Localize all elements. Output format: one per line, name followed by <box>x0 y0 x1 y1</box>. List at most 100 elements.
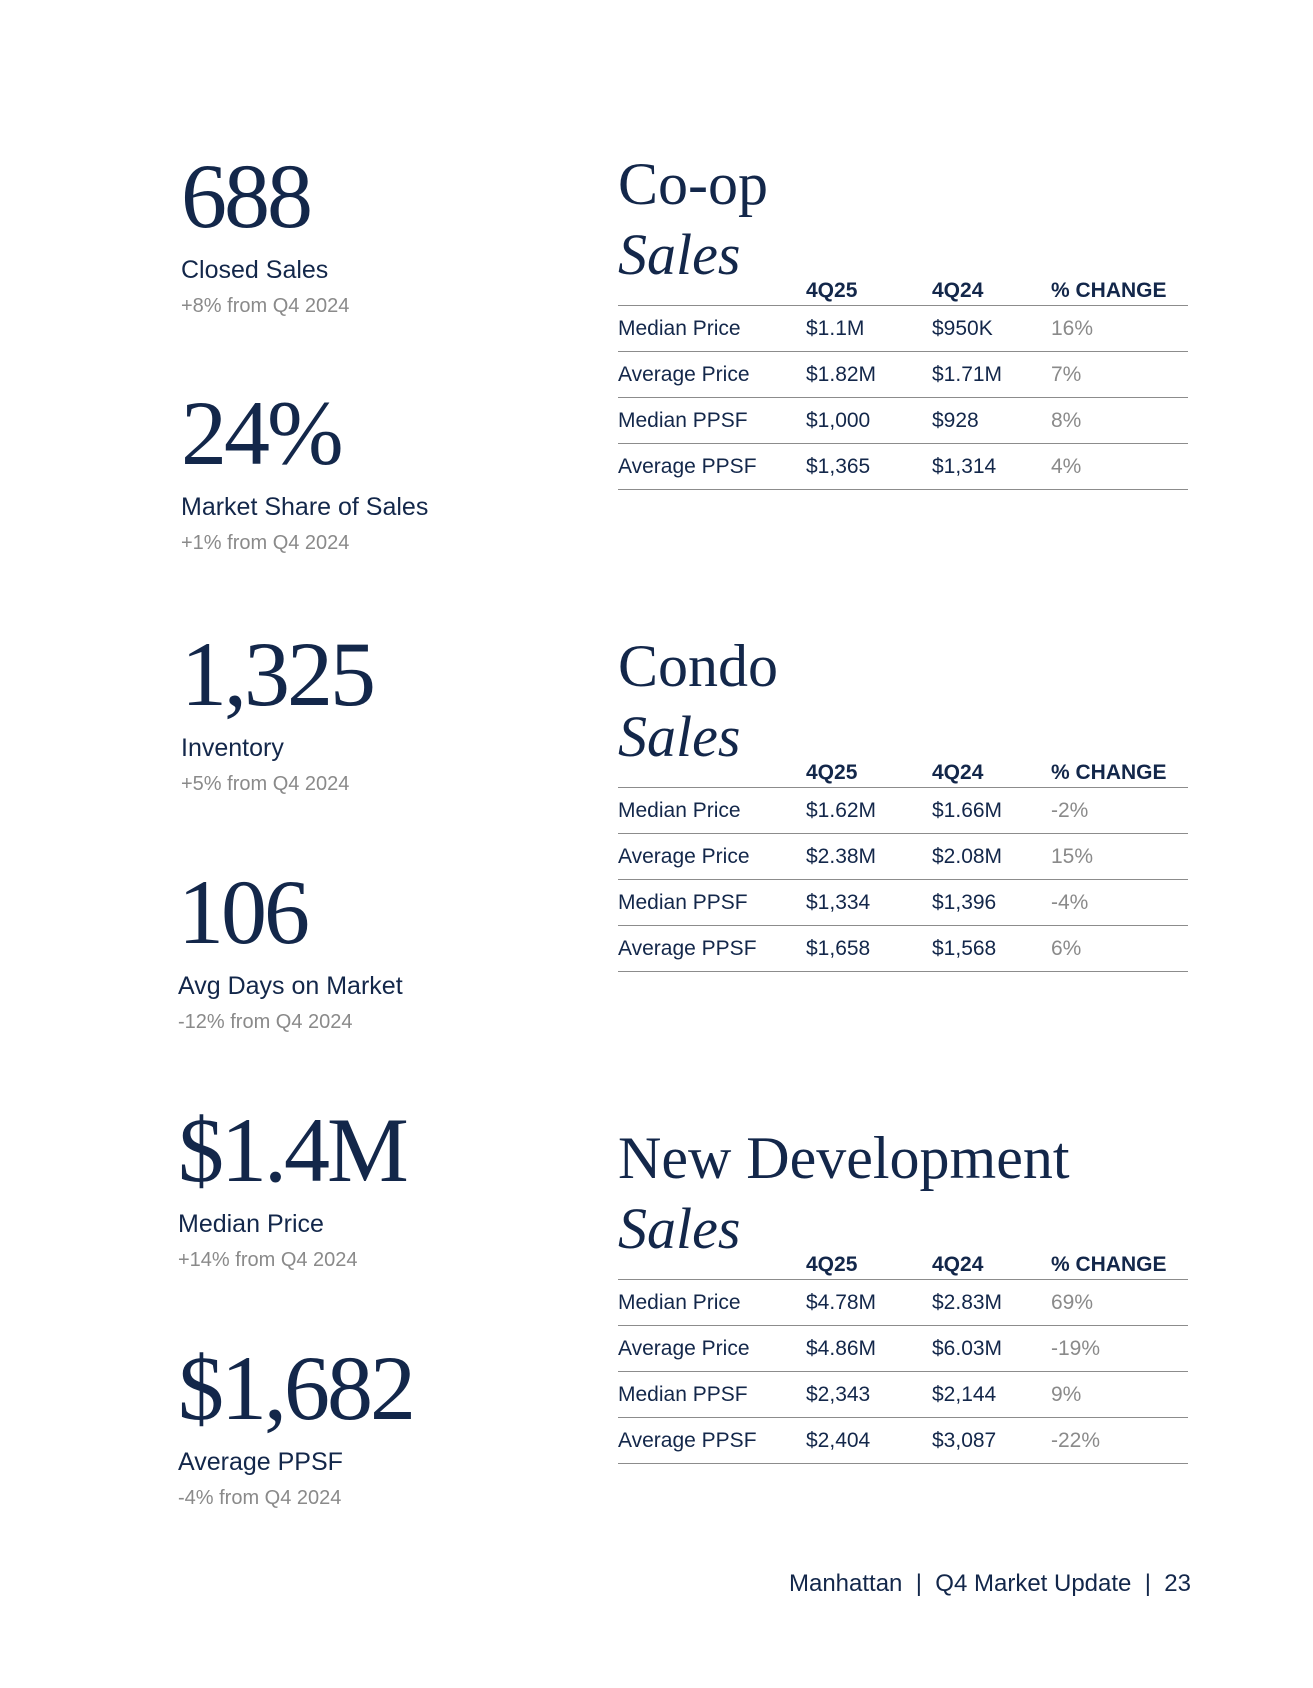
stat-change: +1% from Q4 2024 <box>181 532 350 554</box>
section-new-development-sales: New Development Sales 4Q25 4Q24 % CHANGE… <box>618 1125 1188 1464</box>
cell-4q25: $4.86M <box>806 1336 877 1360</box>
table-row: Average PPSF $1,658 $1,568 6% <box>618 926 1188 972</box>
table-row: Average PPSF $1,365 $1,314 4% <box>618 444 1188 490</box>
header-cell: 4Q24 <box>932 278 984 302</box>
stat-value: $1.4M <box>178 1099 409 1201</box>
cell-4q25: $2,343 <box>806 1382 871 1406</box>
cell-4q24: $2.08M <box>932 844 1003 868</box>
stat-label: Inventory <box>181 734 284 762</box>
condo-table: 4Q25 4Q24 % CHANGE Median Price $1.62M $… <box>618 758 1188 972</box>
stat-closed-sales: 688 Closed Sales +8% from Q4 2024 <box>181 150 349 318</box>
stat-change: +5% from Q4 2024 <box>181 773 350 795</box>
cell-change: 7% <box>1051 362 1082 386</box>
cell-4q24: $2,144 <box>932 1382 997 1406</box>
cell-4q24: $1,314 <box>932 454 997 478</box>
stat-avg-days-on-market: 106 Avg Days on Market -12% from Q4 2024 <box>178 866 403 1034</box>
cell-4q25: $1,334 <box>806 890 871 914</box>
cell-change: 9% <box>1051 1382 1082 1406</box>
stat-average-ppsf: $1,682 Average PPSF -4% from Q4 2024 <box>178 1337 416 1510</box>
row-label: Average PPSF <box>618 1428 757 1452</box>
row-label: Median PPSF <box>618 408 748 432</box>
cell-change: -2% <box>1051 798 1089 822</box>
header-cell: 4Q24 <box>932 760 984 784</box>
cell-4q24: $928 <box>932 408 979 432</box>
table-row: Median Price $1.62M $1.66M -2% <box>618 788 1188 834</box>
cell-4q24: $6.03M <box>932 1336 1003 1360</box>
stat-value: 688 <box>181 145 313 247</box>
stat-median-price: $1.4M Median Price +14% from Q4 2024 <box>178 1099 409 1272</box>
row-label: Median Price <box>618 316 741 340</box>
cell-4q24: $2.83M <box>932 1290 1003 1314</box>
section-subtitle: Sales <box>618 704 741 769</box>
section-subtitle: Sales <box>618 1196 741 1261</box>
table-row: Median Price $4.78M $2.83M 69% <box>618 1280 1188 1326</box>
cell-change: -22% <box>1051 1428 1101 1452</box>
cell-4q24: $950K <box>932 316 993 340</box>
page-footer: Manhattan | Q4 Market Update | 23 <box>788 1570 1191 1597</box>
cell-4q24: $1,396 <box>932 890 997 914</box>
table-row: Median PPSF $1,334 $1,396 -4% <box>618 880 1188 926</box>
header-cell: % CHANGE <box>1051 760 1167 784</box>
cell-4q25: $2.38M <box>806 844 877 868</box>
row-label: Average Price <box>618 1336 750 1360</box>
cell-4q25: $1.82M <box>806 362 877 386</box>
stat-change: -12% from Q4 2024 <box>178 1011 353 1033</box>
table-row: Median PPSF $1,000 $928 8% <box>618 398 1188 444</box>
header-cell: % CHANGE <box>1051 278 1167 302</box>
cell-change: 8% <box>1051 408 1082 432</box>
stat-label: Avg Days on Market <box>178 972 403 1000</box>
cell-4q25: $1,365 <box>806 454 871 478</box>
cell-4q25: $1,658 <box>806 936 871 960</box>
row-label: Average Price <box>618 844 750 868</box>
stat-label: Median Price <box>178 1210 324 1238</box>
table-header: 4Q25 4Q24 % CHANGE <box>618 1250 1188 1280</box>
table-row: Average Price $4.86M $6.03M -19% <box>618 1326 1188 1372</box>
cell-4q24: $3,087 <box>932 1428 997 1452</box>
header-cell: % CHANGE <box>1051 1252 1167 1276</box>
table-row: Average Price $2.38M $2.08M 15% <box>618 834 1188 880</box>
table-row: Average Price $1.82M $1.71M 7% <box>618 352 1188 398</box>
cell-4q24: $1.71M <box>932 362 1003 386</box>
stat-change: +8% from Q4 2024 <box>181 295 350 317</box>
table-header: 4Q25 4Q24 % CHANGE <box>618 276 1188 306</box>
section-subtitle: Sales <box>618 222 741 287</box>
row-label: Average PPSF <box>618 936 757 960</box>
cell-4q25: $2,404 <box>806 1428 871 1452</box>
cell-change: 69% <box>1051 1290 1094 1314</box>
stat-change: +14% from Q4 2024 <box>178 1249 358 1271</box>
cell-4q24: $1,568 <box>932 936 997 960</box>
section-title: Condo <box>618 633 779 699</box>
section-condo-sales: Condo Sales 4Q25 4Q24 % CHANGE Median Pr… <box>618 633 1188 972</box>
coop-table: 4Q25 4Q24 % CHANGE Median Price $1.1M $9… <box>618 276 1188 490</box>
stat-inventory: 1,325 Inventory +5% from Q4 2024 <box>181 628 376 796</box>
table-row: Median PPSF $2,343 $2,144 9% <box>618 1372 1188 1418</box>
cell-4q25: $1.62M <box>806 798 877 822</box>
stat-label: Average PPSF <box>178 1448 343 1476</box>
table-header: 4Q25 4Q24 % CHANGE <box>618 758 1188 788</box>
header-cell: 4Q25 <box>806 1252 858 1276</box>
row-label: Median Price <box>618 1290 741 1314</box>
stat-value: 106 <box>178 861 310 963</box>
stat-value: $1,682 <box>178 1337 416 1439</box>
header-cell: 4Q25 <box>806 278 858 302</box>
table-row: Median Price $1.1M $950K 16% <box>618 306 1188 352</box>
row-label: Average Price <box>618 362 750 386</box>
cell-change: 6% <box>1051 936 1082 960</box>
stat-market-share: 24% Market Share of Sales +1% from Q4 20… <box>181 387 428 555</box>
stat-value: 24% <box>181 382 344 484</box>
cell-4q25: $1,000 <box>806 408 871 432</box>
cell-change: 4% <box>1051 454 1082 478</box>
cell-change: -19% <box>1051 1336 1101 1360</box>
section-coop-sales: Co-op Sales 4Q25 4Q24 % CHANGE Median Pr… <box>618 151 1188 490</box>
stat-label: Market Share of Sales <box>181 493 429 521</box>
section-title: New Development <box>618 1125 1070 1191</box>
cell-4q25: $1.1M <box>806 316 865 340</box>
section-title: Co-op <box>618 151 768 217</box>
cell-4q25: $4.78M <box>806 1290 877 1314</box>
row-label: Average PPSF <box>618 454 757 478</box>
header-cell: 4Q24 <box>932 1252 984 1276</box>
cell-change: 15% <box>1051 844 1094 868</box>
header-cell: 4Q25 <box>806 760 858 784</box>
stat-label: Closed Sales <box>181 256 329 284</box>
table-row: Average PPSF $2,404 $3,087 -22% <box>618 1418 1188 1464</box>
